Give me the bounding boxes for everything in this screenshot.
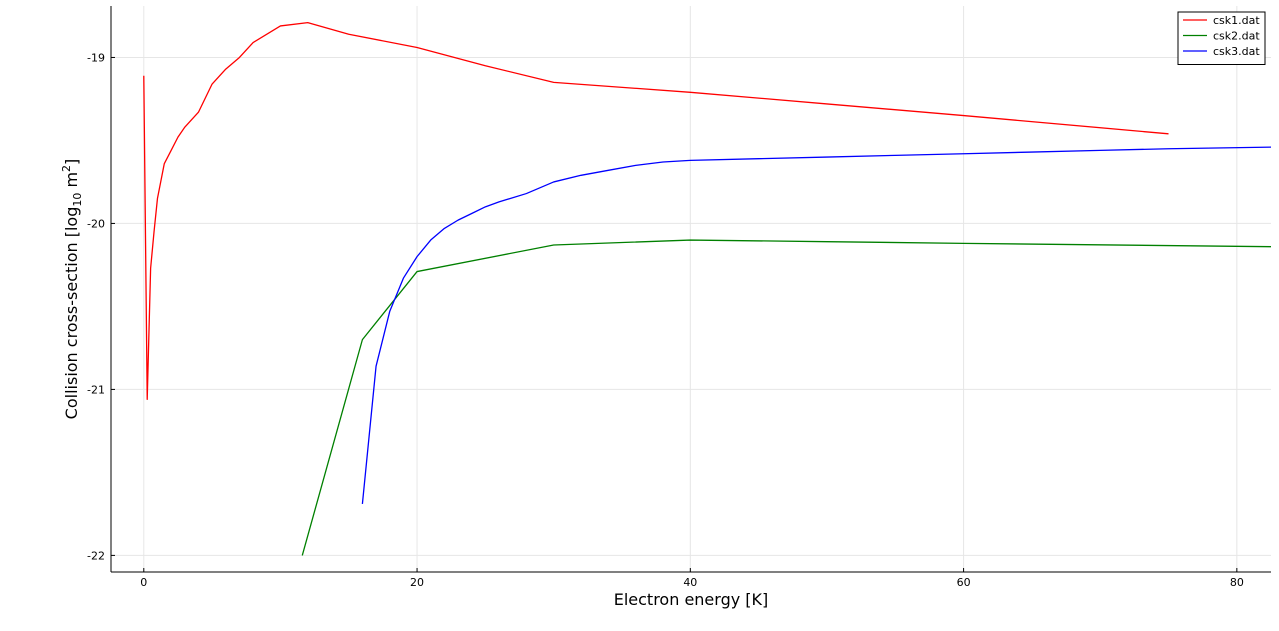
x-tick-label: 60 bbox=[957, 576, 971, 589]
legend-box bbox=[1177, 11, 1266, 65]
y-axis-title-sub: 10 bbox=[71, 193, 84, 207]
y-axis-title-post: ] bbox=[62, 159, 81, 165]
series-line-csk1-dat bbox=[143, 21, 1169, 401]
grid bbox=[111, 6, 1271, 572]
y-tick-label: -21 bbox=[87, 383, 105, 396]
y-axis-title-sup: 2 bbox=[60, 165, 73, 172]
y-tick-label: -19 bbox=[87, 51, 105, 64]
x-tick-label: 40 bbox=[683, 576, 697, 589]
x-tick-label: 80 bbox=[1230, 576, 1244, 589]
series-line-csk2-dat bbox=[301, 239, 1271, 556]
legend-label: csk2.dat bbox=[1213, 30, 1260, 43]
legend-label: csk1.dat bbox=[1213, 14, 1260, 27]
y-axis-title: Collision cross-section [log10 m2] bbox=[60, 159, 84, 420]
y-axis-title-mid: m bbox=[62, 172, 81, 193]
y-tick-label: -20 bbox=[87, 217, 105, 230]
legend: csk1.dat csk2.dat csk3.dat bbox=[1177, 11, 1266, 65]
y-tick-label: -22 bbox=[87, 549, 105, 562]
y-axis-title-pre: Collision cross-section [log bbox=[62, 207, 81, 420]
x-tick-label: 20 bbox=[410, 576, 424, 589]
series-line-csk3-dat bbox=[361, 146, 1271, 505]
legend-label: csk3.dat bbox=[1213, 45, 1260, 58]
x-axis-title: Electron energy [K] bbox=[614, 590, 769, 609]
tick-labels: 0 20 40 60 80 -22 -21 -20 -19 bbox=[87, 51, 1244, 589]
axes bbox=[110, 6, 1271, 573]
x-tick-label: 0 bbox=[140, 576, 147, 589]
series-lines bbox=[143, 21, 1271, 556]
